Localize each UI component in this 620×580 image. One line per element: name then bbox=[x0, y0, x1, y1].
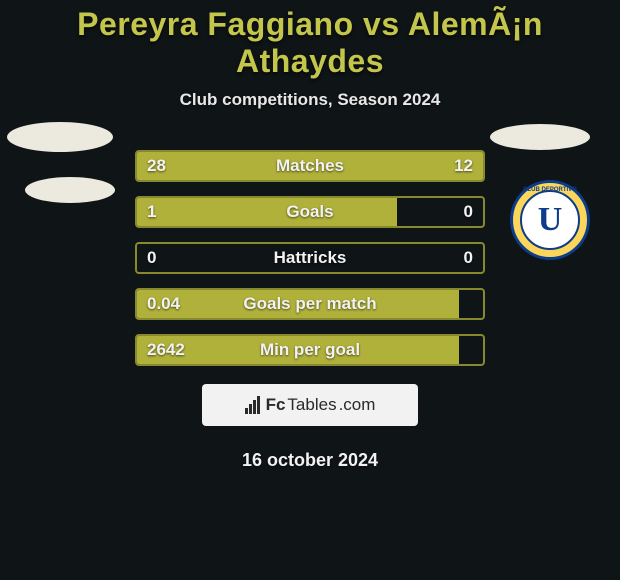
stat-value-right: 12 bbox=[454, 156, 473, 176]
club-badge-letter: U bbox=[538, 203, 563, 237]
stat-value-left: 1 bbox=[147, 202, 156, 222]
infographic: Pereyra Faggiano vs AlemÃ¡n Athaydes Clu… bbox=[0, 0, 620, 580]
stat-value-left: 28 bbox=[147, 156, 166, 176]
stat-value-left: 0.04 bbox=[147, 294, 180, 314]
stat-row: 0 0 Hattricks bbox=[135, 242, 485, 274]
stat-value-left: 2642 bbox=[147, 340, 185, 360]
brand-pre: Fc bbox=[266, 395, 286, 415]
stat-value-right: 0 bbox=[464, 202, 473, 222]
stat-label: Matches bbox=[276, 156, 344, 176]
ellipse-decor bbox=[7, 122, 113, 152]
subtitle: Club competitions, Season 2024 bbox=[0, 90, 620, 110]
stat-fill-left bbox=[137, 198, 397, 226]
brand-logo: Fc Tables .com bbox=[202, 384, 418, 426]
ellipse-decor bbox=[25, 177, 115, 203]
footer-date: 16 october 2024 bbox=[0, 450, 620, 471]
stat-row: 28 12 Matches bbox=[135, 150, 485, 182]
stat-row: 0.04 Goals per match bbox=[135, 288, 485, 320]
page-title: Pereyra Faggiano vs AlemÃ¡n Athaydes bbox=[0, 0, 620, 80]
brand-post: .com bbox=[339, 395, 376, 415]
ellipse-decor bbox=[490, 124, 590, 150]
club-badge: CLUB DEPORTIVO U bbox=[510, 180, 590, 260]
brand-main: Tables bbox=[287, 395, 336, 415]
stat-label: Min per goal bbox=[260, 340, 360, 360]
stat-row: 1 0 Goals bbox=[135, 196, 485, 228]
stat-label: Goals bbox=[286, 202, 333, 222]
stat-label: Goals per match bbox=[243, 294, 376, 314]
stat-value-left: 0 bbox=[147, 248, 156, 268]
stat-value-right: 0 bbox=[464, 248, 473, 268]
stat-label: Hattricks bbox=[274, 248, 347, 268]
club-badge-top-text: CLUB DEPORTIVO bbox=[523, 187, 577, 193]
stat-row: 2642 Min per goal bbox=[135, 334, 485, 366]
club-badge-inner: U bbox=[520, 190, 580, 250]
brand-bars-icon bbox=[245, 396, 260, 414]
